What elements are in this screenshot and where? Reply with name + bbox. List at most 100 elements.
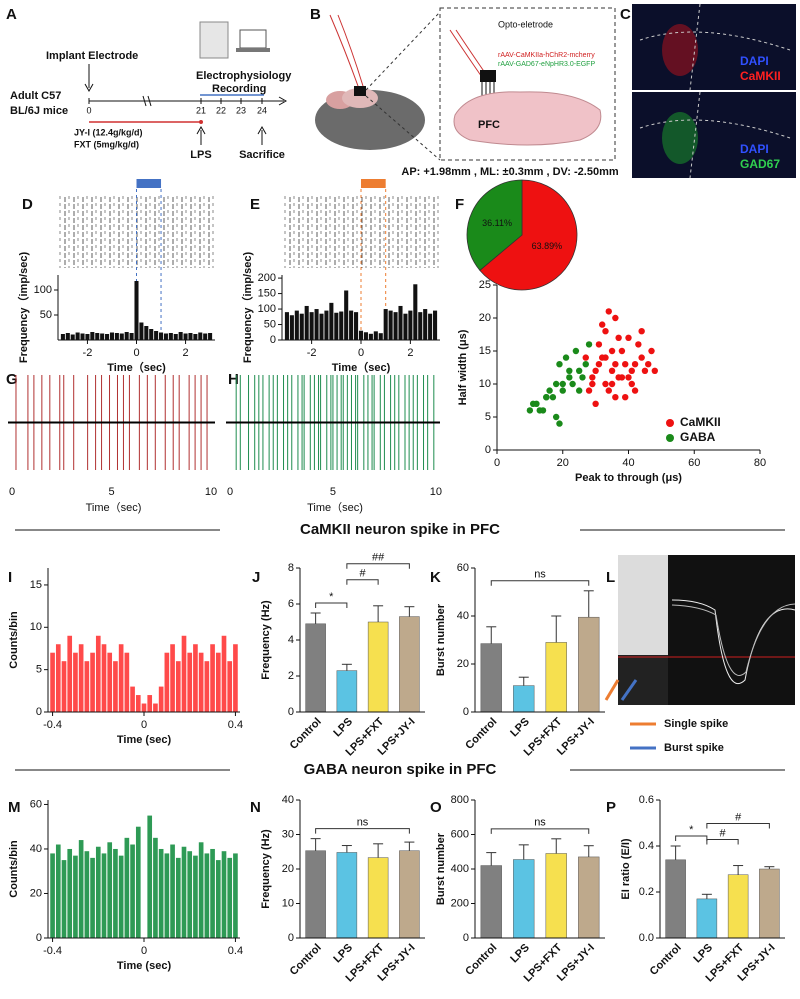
bar <box>135 695 141 712</box>
bar <box>413 284 418 340</box>
y-tick-label: 0 <box>288 706 294 718</box>
bar <box>85 334 90 340</box>
x-tick-label: -0.4 <box>43 719 62 731</box>
point <box>608 380 616 388</box>
laptop-icon <box>239 29 267 49</box>
bar <box>118 855 124 938</box>
significance-bracket <box>346 563 410 569</box>
bar <box>221 851 227 938</box>
y-axis-label: Burst number <box>435 832 447 905</box>
x-tick-label: 0 <box>358 347 364 359</box>
legend-swatch <box>666 434 674 442</box>
timeline-text: BL/6J mice <box>10 105 68 117</box>
y-tick-label: 0 <box>485 444 491 456</box>
x-tick-label: LPS <box>691 942 715 966</box>
x-tick-label: LPS <box>508 942 532 966</box>
bar <box>139 322 144 340</box>
y-tick-label: 10 <box>30 621 42 633</box>
drug-end <box>199 120 203 124</box>
point <box>605 308 612 315</box>
y-tick-label: 20 <box>30 887 42 899</box>
single-spike-marker <box>604 679 620 701</box>
point <box>585 341 593 348</box>
bar <box>227 857 233 938</box>
y-tick-label: 0.4 <box>639 840 654 852</box>
x-tick-label: LPS <box>508 716 532 740</box>
significance-bracket <box>315 828 410 834</box>
bar <box>433 310 438 340</box>
pie-label: 36.11% <box>482 218 512 228</box>
histology: DAPI CaMKII DAPI GAD67 <box>632 3 796 179</box>
point <box>592 400 599 407</box>
arrow-head <box>278 96 288 106</box>
bar <box>55 644 61 712</box>
bar <box>90 332 95 340</box>
bar <box>354 312 359 340</box>
bar <box>101 853 107 938</box>
significance-label: # <box>359 568 366 580</box>
bar <box>134 281 139 340</box>
bar <box>358 330 364 340</box>
significance-bracket <box>315 602 348 608</box>
significance-bracket <box>490 828 590 834</box>
bar <box>95 846 101 938</box>
point <box>572 347 580 355</box>
bar <box>665 859 686 939</box>
point <box>631 387 639 394</box>
waveform <box>671 603 796 676</box>
laptop-base <box>236 48 270 52</box>
bar <box>193 855 198 938</box>
arrow-head <box>257 125 267 135</box>
point <box>618 347 626 355</box>
significance-bracket <box>346 579 379 585</box>
bar <box>408 310 413 340</box>
y-axis-label: Frequency（imp/sec) <box>17 252 30 364</box>
significance-label: * <box>689 824 694 836</box>
bar <box>513 685 535 713</box>
x-tick-label: 80 <box>754 457 766 469</box>
panel-letter: C <box>620 6 631 23</box>
x-tick-label: 0 <box>9 486 15 498</box>
bar <box>233 644 238 712</box>
bar <box>158 686 164 712</box>
y-axis-label: Frequency (Hz) <box>260 829 272 909</box>
bar <box>578 856 600 939</box>
point <box>549 394 557 401</box>
y-tick-label: 15 <box>479 345 491 357</box>
point <box>526 407 534 414</box>
bar <box>67 848 73 938</box>
stain-label: GAD67 <box>740 157 780 171</box>
bar <box>124 332 129 340</box>
x-tick-label: 10 <box>205 486 217 498</box>
y-tick-label: 0 <box>36 932 42 944</box>
point <box>589 374 596 381</box>
mcherry-signal <box>662 24 698 76</box>
bar <box>578 616 600 713</box>
legend-label: GABA <box>680 430 716 444</box>
x-axis-label: Time（sec) <box>107 361 166 374</box>
bar <box>168 333 173 340</box>
bar <box>60 334 65 340</box>
axis-break <box>142 95 152 107</box>
bar <box>107 842 113 938</box>
y-tick-label: 8 <box>288 562 294 574</box>
burst-spike-marker <box>620 679 638 701</box>
point <box>566 374 573 381</box>
stain-label: CaMKII <box>740 69 781 83</box>
bar <box>336 852 358 939</box>
point <box>622 394 629 401</box>
point <box>579 374 586 381</box>
significance-label: ns <box>534 817 546 829</box>
x-tick-label: -0.4 <box>43 945 62 957</box>
bar <box>545 642 567 713</box>
panel-letter: F <box>455 196 464 213</box>
histology-image <box>632 92 796 178</box>
bar <box>480 865 502 939</box>
bar <box>73 855 78 938</box>
bar <box>423 309 428 340</box>
rig-icon <box>199 21 229 59</box>
y-tick-label: 10 <box>282 897 294 909</box>
y-tick-label: 0 <box>270 334 276 346</box>
bar <box>78 840 84 938</box>
